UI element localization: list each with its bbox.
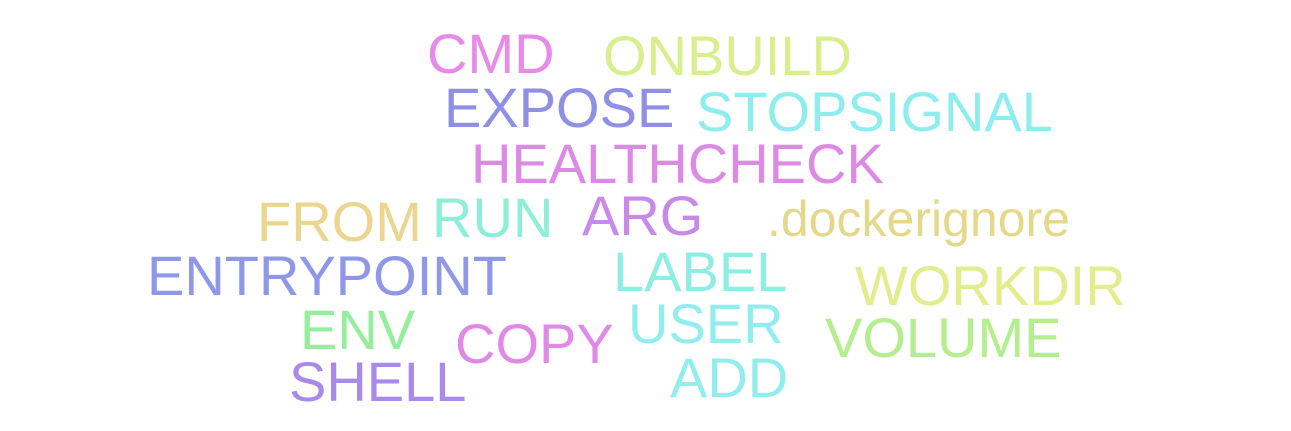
word-env: ENV <box>300 298 416 361</box>
word-onbuild: ONBUILD <box>603 24 852 87</box>
word-dockerignore: .dockerignore <box>767 191 1070 247</box>
word-cmd: CMD <box>427 22 555 85</box>
word-shell: SHELL <box>289 350 467 413</box>
word-volume: VOLUME <box>825 306 1062 369</box>
word-add: ADD <box>670 346 789 409</box>
word-workdir: WORKDIR <box>855 254 1126 317</box>
word-copy: COPY <box>455 312 614 375</box>
word-run: RUN <box>432 186 554 249</box>
word-entrypoint: ENTRYPOINT <box>147 244 507 307</box>
word-arg: ARG <box>582 184 704 247</box>
word-expose: EXPOSE <box>444 76 675 139</box>
word-user: USER <box>628 292 784 355</box>
word-from: FROM <box>257 190 422 253</box>
word-stopsignal: STOPSIGNAL <box>696 80 1053 143</box>
word-label: LABEL <box>613 240 788 303</box>
word-healthcheck: HEALTHCHECK <box>471 132 884 195</box>
